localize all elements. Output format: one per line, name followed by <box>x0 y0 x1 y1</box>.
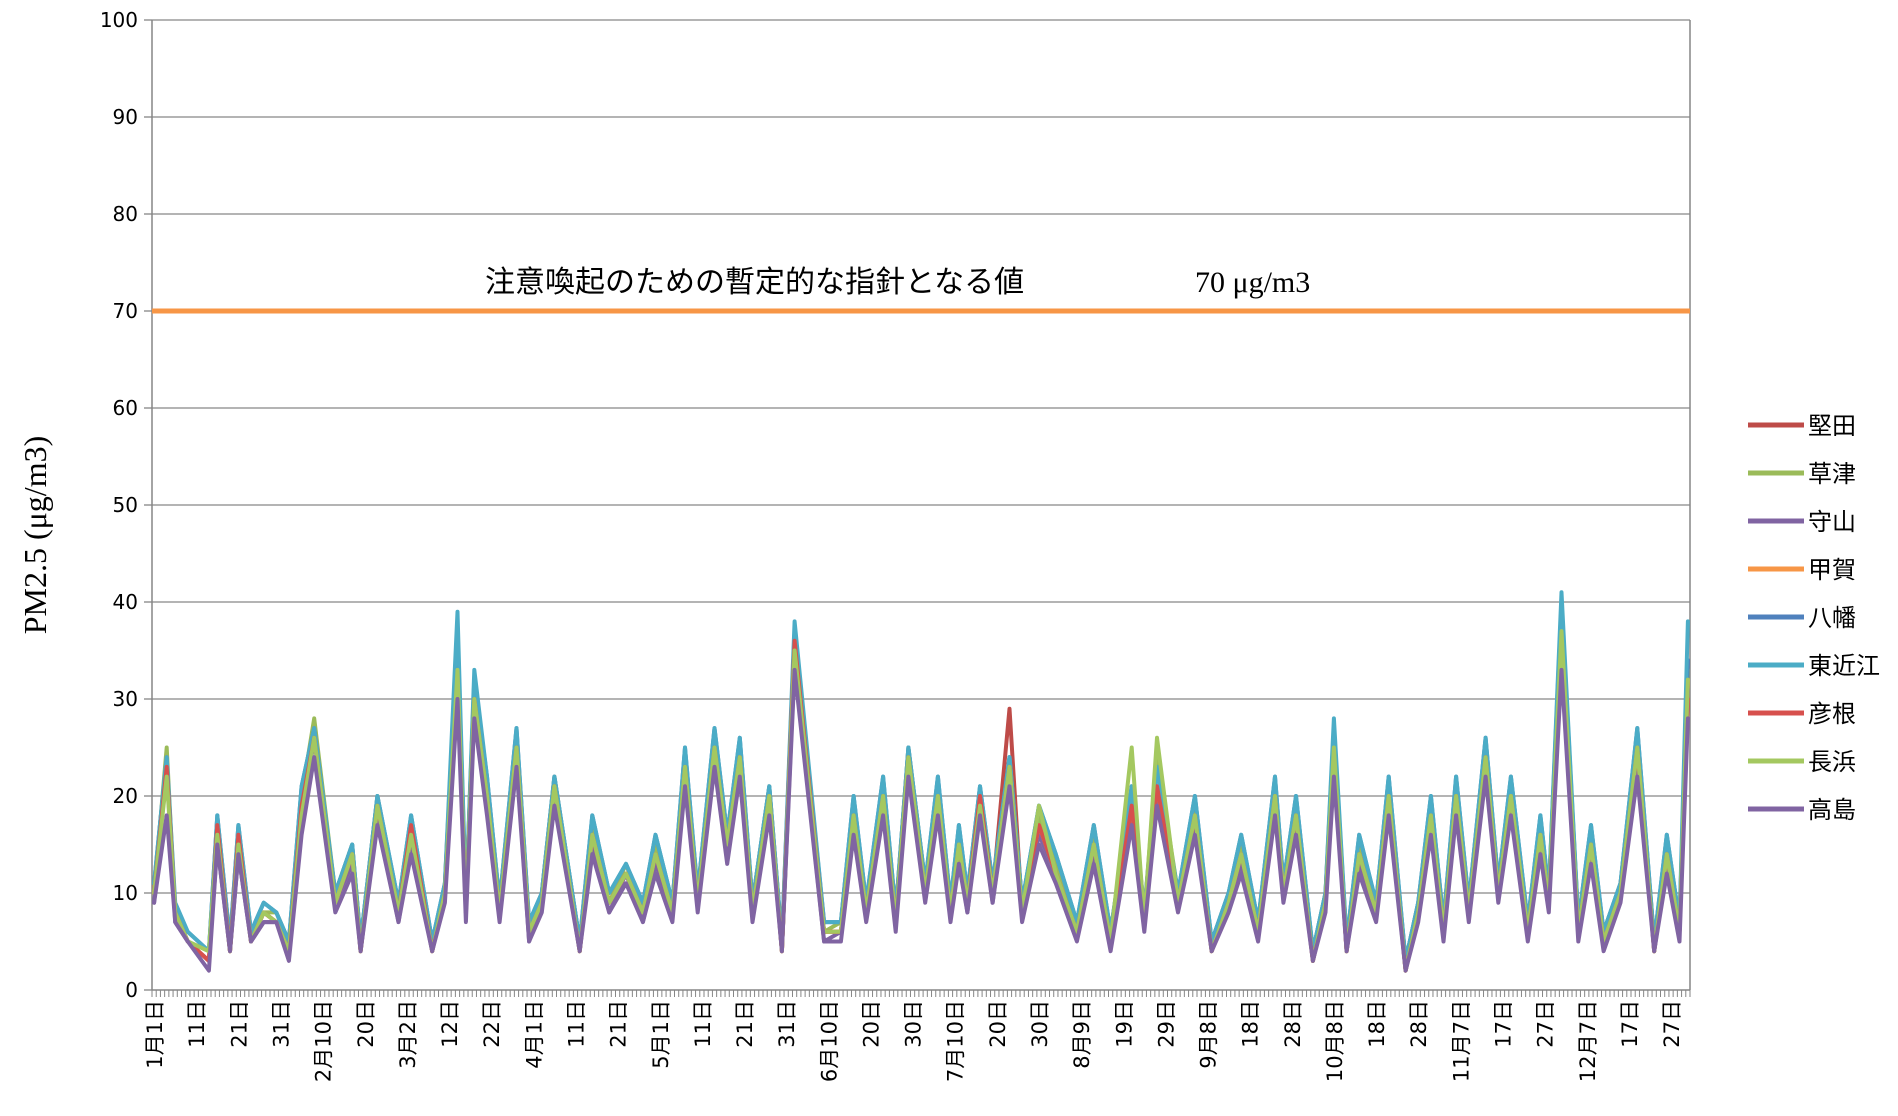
x-tick-label: 7月10日 <box>944 1000 968 1082</box>
x-tick-label: 19日 <box>1112 1000 1136 1048</box>
y-axis-label: PM2.5 (μg/m3) <box>17 436 53 635</box>
reference-line-group: 注意喚起のための暫定的な指針となる値 70 μg/m3 <box>152 265 1690 314</box>
y-tick-label: 90 <box>113 105 138 129</box>
x-tick-label: 29日 <box>1154 1000 1178 1048</box>
y-tick-label: 0 <box>125 978 138 1002</box>
series-line-9 <box>152 667 1690 973</box>
x-tick-label: 17日 <box>1618 1000 1642 1048</box>
x-tick-label: 6月10日 <box>817 1000 841 1082</box>
legend-label: 堅田 <box>1808 412 1856 440</box>
legend-label: 彦根 <box>1808 700 1856 728</box>
x-tick-label: 20日 <box>354 1000 378 1048</box>
x-tick-label: 21日 <box>733 1000 757 1048</box>
x-tick-label: 21日 <box>227 1000 251 1048</box>
x-tick-label: 4月1日 <box>522 1000 546 1069</box>
y-tick-label: 60 <box>113 396 138 420</box>
x-tick-label: 28日 <box>1281 1000 1305 1048</box>
series-lines <box>152 590 1690 973</box>
legend-label: 東近江 <box>1808 652 1880 680</box>
legend-label: 長浜 <box>1808 748 1856 776</box>
x-tick-label: 28日 <box>1407 1000 1431 1048</box>
x-tick-label: 30日 <box>1028 1000 1052 1048</box>
x-tick-label: 1月1日 <box>143 1000 167 1069</box>
x-tick-label: 10月8日 <box>1323 1000 1347 1082</box>
x-tick-label: 11日 <box>564 1000 588 1048</box>
legend-label: 八幡 <box>1808 604 1856 632</box>
x-tick-label: 18日 <box>1365 1000 1389 1048</box>
axes: 0 10 20 30 40 50 60 70 80 90 100 1月1日 11日 21日 31日 2月10日… <box>100 8 1691 1082</box>
reference-line-label: 注意喚起のための暫定的な指針となる値 <box>485 265 1024 300</box>
x-tick-label: 12日 <box>438 1000 462 1048</box>
x-tick-label: 3月2日 <box>396 1000 420 1069</box>
legend-label: 高島 <box>1808 796 1856 824</box>
x-tick-label: 2月10日 <box>312 1000 336 1082</box>
x-tick-label: 8月9日 <box>1070 1000 1094 1069</box>
y-tick-label: 100 <box>100 8 138 32</box>
legend-label: 甲賀 <box>1808 556 1856 584</box>
x-tick-label: 11日 <box>691 1000 715 1048</box>
x-tick-label: 12月7日 <box>1576 1000 1600 1082</box>
x-tick-label: 18日 <box>1239 1000 1263 1048</box>
x-tick-label: 31日 <box>270 1000 294 1048</box>
x-tick-label: 11月7日 <box>1449 1000 1473 1082</box>
x-tick-label: 30日 <box>902 1000 926 1048</box>
y-tick-label: 40 <box>113 590 138 614</box>
x-tick-label: 31日 <box>775 1000 799 1048</box>
x-tick-label: 9月8日 <box>1197 1000 1221 1069</box>
y-tick-label: 50 <box>113 493 138 517</box>
y-tick-label: 30 <box>113 687 138 711</box>
x-tick-label: 11日 <box>185 1000 209 1048</box>
legend-label: 草津 <box>1808 460 1856 488</box>
x-tick-label: 20日 <box>986 1000 1010 1048</box>
x-tick-label: 27日 <box>1660 1000 1684 1048</box>
x-tick-label: 21日 <box>607 1000 631 1048</box>
y-tick-label: 80 <box>113 202 138 226</box>
x-tick-label: 5月1日 <box>649 1000 673 1069</box>
legend-label: 守山 <box>1808 508 1856 536</box>
x-tick-label: 22日 <box>480 1000 504 1048</box>
x-tick-label: 20日 <box>859 1000 883 1048</box>
x-tick-label: 27日 <box>1534 1000 1558 1048</box>
y-tick-label: 10 <box>113 881 138 905</box>
y-tick-label: 70 <box>113 299 138 323</box>
x-tick-label: 17日 <box>1491 1000 1515 1048</box>
y-tick-label: 20 <box>113 784 138 808</box>
reference-line-unit-label: 70 μg/m3 <box>1195 266 1310 299</box>
